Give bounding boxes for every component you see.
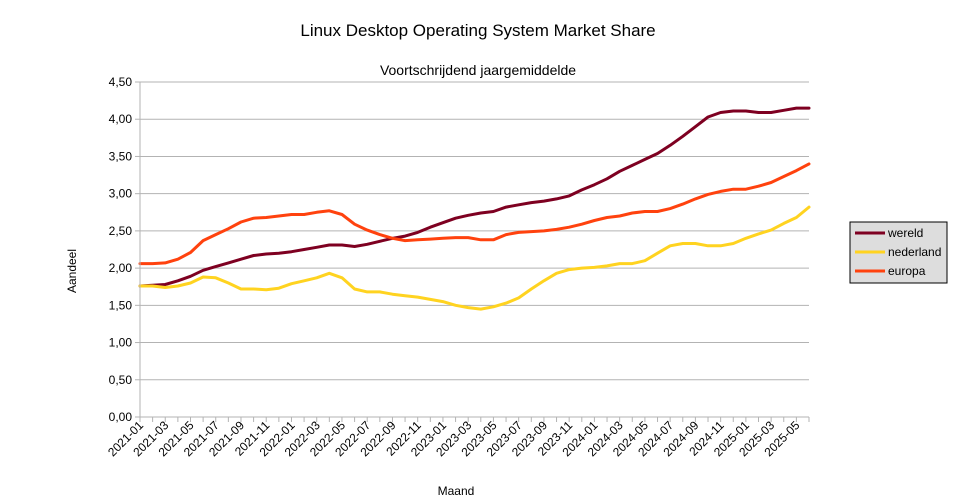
x-axis-ticks: 2021-012021-032021-052021-072021-092021-… [105,417,810,459]
grid [140,81,809,381]
x-axis-label: Maand [438,484,475,498]
legend-label-wereld: wereld [887,226,923,240]
series-lines [138,106,811,311]
y-tick-label: 3,50 [109,149,133,163]
y-tick-label: 0,50 [109,373,133,387]
y-tick-label: 2,00 [109,261,133,275]
series-line-wereld [138,106,811,288]
legend-label-nederland: nederland [888,245,941,259]
y-axis-label: Aandeel [65,249,79,293]
y-axis-ticks: 0,00 0,50 1,00 1,50 2,00 2,50 3,00 3,50 4,00 4,50 [109,75,140,424]
series-line-europa [138,162,811,266]
y-tick-label: 0,00 [109,410,133,424]
y-tick-label: 1,50 [109,298,133,312]
legend-label-europa: europa [888,264,926,278]
y-tick-label: 4,50 [109,75,133,89]
y-tick-label: 2,50 [109,224,133,238]
y-tick-label: 1,00 [109,336,133,350]
y-tick-label: 4,00 [109,112,133,126]
chart-title: Linux Desktop Operating System Market Sh… [300,21,655,40]
y-tick-label: 3,00 [109,187,133,201]
chart-subtitle: Voortschrijdend jaargemiddelde [380,62,576,78]
series-line-nederland [138,205,811,311]
legend: wereld nederland europa [849,221,948,284]
